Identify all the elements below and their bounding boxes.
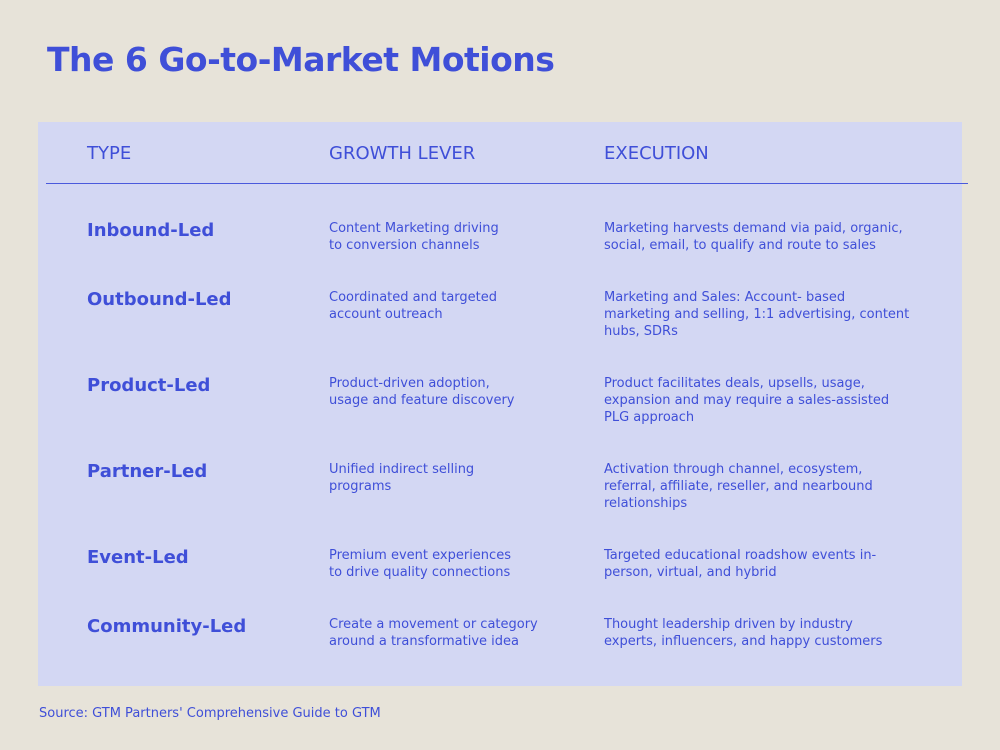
page-title: The 6 Go-to-Market Motions — [47, 40, 555, 79]
growth-lever-line: programs — [329, 479, 392, 494]
execution-line: Marketing harvests demand via paid, orga… — [604, 221, 903, 236]
column-header: EXECUTION — [604, 143, 709, 164]
growth-lever-line: usage and feature discovery — [329, 393, 515, 408]
execution-line: Thought leadership driven by industry — [604, 617, 853, 632]
execution-line: referral, affiliate, reseller, and nearb… — [604, 479, 873, 494]
execution-line: Product facilitates deals, upsells, usag… — [604, 376, 865, 391]
execution-line: hubs, SDRs — [604, 324, 678, 339]
column-header: TYPE — [87, 143, 132, 164]
execution-line: relationships — [604, 496, 688, 511]
execution-line: expansion and may require a sales-assist… — [604, 393, 890, 408]
execution-line: social, email, to qualify and route to s… — [604, 238, 876, 253]
header-rule — [46, 183, 968, 184]
execution-line: experts, influencers, and happy customer… — [604, 634, 883, 649]
execution-line: PLG approach — [604, 410, 695, 425]
growth-lever-line: to drive quality connections — [329, 565, 511, 580]
row-type: Partner-Led — [87, 461, 208, 482]
execution-line: person, virtual, and hybrid — [604, 565, 777, 580]
row-type: Outbound-Led — [87, 289, 232, 310]
row-type: Community-Led — [87, 616, 247, 637]
execution-line: Activation through channel, ecosystem, — [604, 462, 863, 477]
growth-lever-line: Unified indirect selling — [329, 462, 475, 477]
growth-lever-line: around a transformative idea — [329, 634, 519, 649]
table-panel — [38, 122, 962, 686]
source-note: Source: GTM Partners' Comprehensive Guid… — [39, 706, 381, 721]
growth-lever-line: account outreach — [329, 307, 443, 322]
growth-lever-line: Product-driven adoption, — [329, 376, 490, 391]
growth-lever-line: Content Marketing driving — [329, 221, 499, 236]
growth-lever-line: to conversion channels — [329, 238, 480, 253]
row-type: Product-Led — [87, 375, 211, 396]
row-type: Event-Led — [87, 547, 189, 568]
column-header: GROWTH LEVER — [329, 143, 476, 164]
execution-line: Marketing and Sales: Account- based — [604, 290, 846, 305]
growth-lever-line: Coordinated and targeted — [329, 290, 498, 305]
growth-lever-line: Create a movement or category — [329, 617, 538, 632]
execution-line: marketing and selling, 1:1 advertising, … — [604, 307, 910, 322]
row-type: Inbound-Led — [87, 220, 215, 241]
execution-line: Targeted educational roadshow events in- — [604, 548, 877, 563]
growth-lever-line: Premium event experiences — [329, 548, 511, 563]
